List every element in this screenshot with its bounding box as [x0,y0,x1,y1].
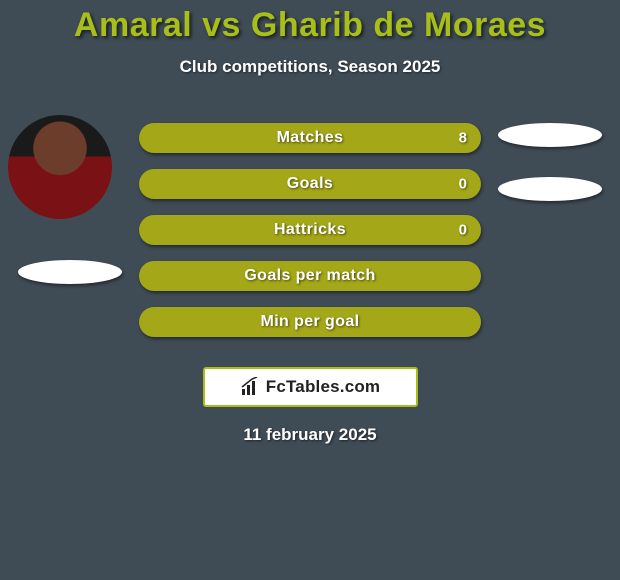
stat-pill-matches: Matches 8 [139,123,481,153]
page-title: Amaral vs Gharib de Moraes [0,0,620,45]
avatar-placeholder-icon [8,115,112,219]
logo-box: FcTables.com [203,367,418,407]
logo-text: FcTables.com [266,377,381,397]
stat-row: Matches 8 [139,115,481,161]
date-text: 11 february 2025 [0,425,620,445]
stat-value: 0 [459,176,467,193]
stat-pill-goals-per-match: Goals per match [139,261,481,291]
player-right-blob [498,123,602,147]
stat-rows: Matches 8 Goals 0 Hattricks 0 Goals per … [139,115,481,345]
stat-label: Matches [277,129,344,147]
stat-row: Min per goal [139,299,481,345]
stat-value: 0 [459,222,467,239]
stat-pill-min-per-goal: Min per goal [139,307,481,337]
stat-pill-hattricks: Hattricks 0 [139,215,481,245]
stat-value: 8 [459,130,467,147]
comparison-arena: Matches 8 Goals 0 Hattricks 0 Goals per … [0,115,620,345]
bar-chart-icon [240,377,260,397]
stat-label: Goals per match [244,267,375,285]
stat-row: Goals per match [139,253,481,299]
subtitle: Club competitions, Season 2025 [0,57,620,77]
stat-row: Goals 0 [139,161,481,207]
stat-pill-goals: Goals 0 [139,169,481,199]
player-left-avatar [8,115,112,219]
comparison-card: Amaral vs Gharib de Moraes Club competit… [0,0,620,580]
stat-row: Hattricks 0 [139,207,481,253]
stat-label: Goals [287,175,333,193]
player-left-blob [18,260,122,284]
player-right-blob [498,177,602,201]
stat-label: Min per goal [260,313,359,331]
stat-label: Hattricks [274,221,346,239]
